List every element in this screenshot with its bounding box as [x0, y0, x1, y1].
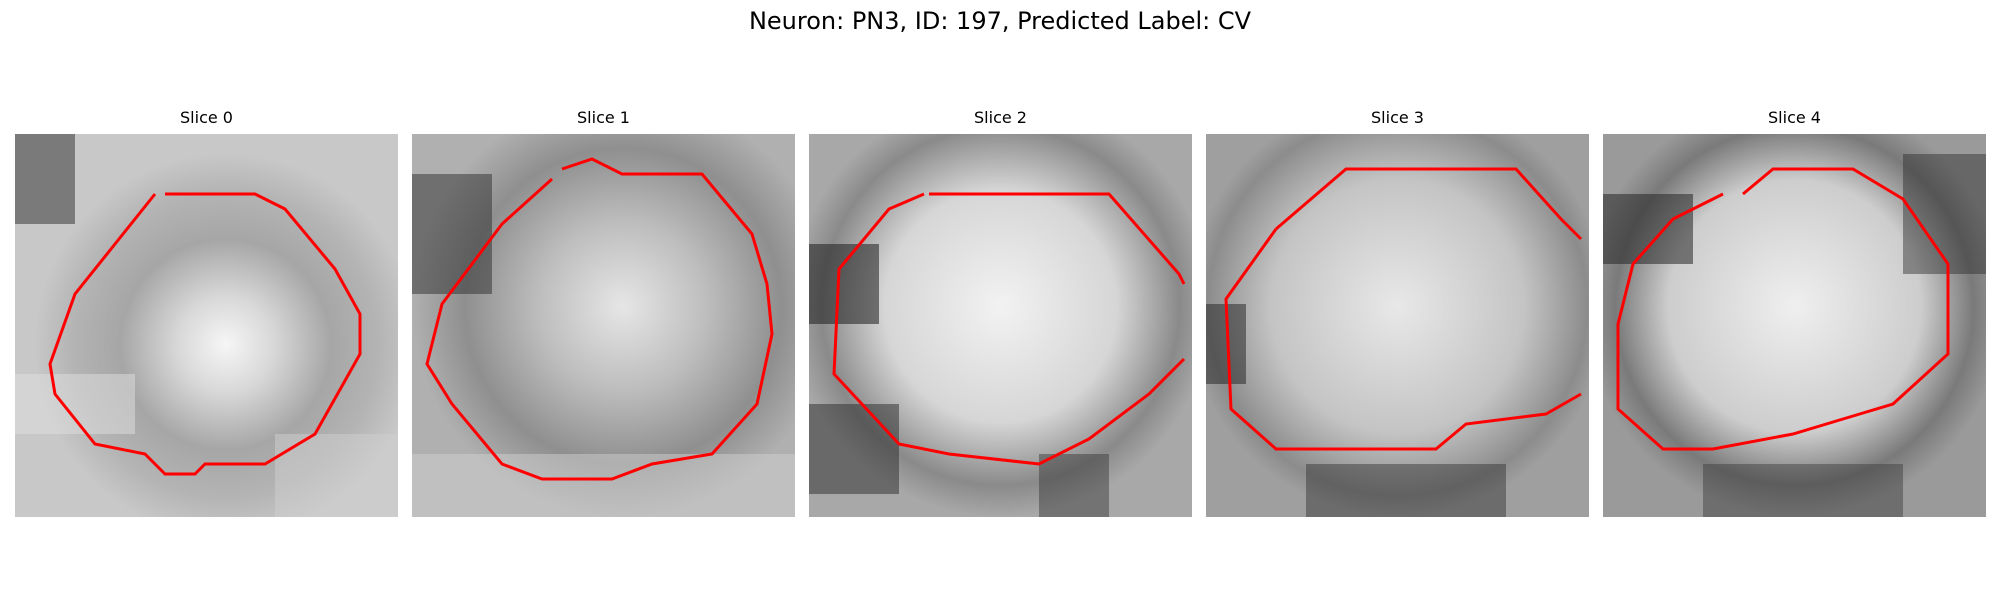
- cell-contour: [425, 157, 774, 481]
- slice-image: [1206, 134, 1589, 517]
- cell-contour: [48, 192, 362, 476]
- cell-contour: [1275, 167, 1583, 241]
- slice-title: Slice 0: [180, 108, 233, 127]
- cell-contour: [929, 192, 1186, 285]
- slice-image: [412, 134, 795, 517]
- slice-title: Slice 1: [577, 108, 630, 127]
- figure-title: Neuron: PN3, ID: 197, Predicted Label: C…: [748, 7, 1252, 35]
- slice-title: Slice 2: [974, 108, 1027, 127]
- cell-contour: [1616, 167, 1950, 451]
- slice-image: [15, 134, 398, 517]
- slice-title: Slice 4: [1768, 108, 1821, 127]
- cell-contour: [832, 192, 1186, 466]
- slice-title: Slice 3: [1371, 108, 1424, 127]
- slice-image: [1603, 134, 1986, 517]
- cell-contour: [1224, 228, 1582, 451]
- slice-image: [809, 134, 1192, 517]
